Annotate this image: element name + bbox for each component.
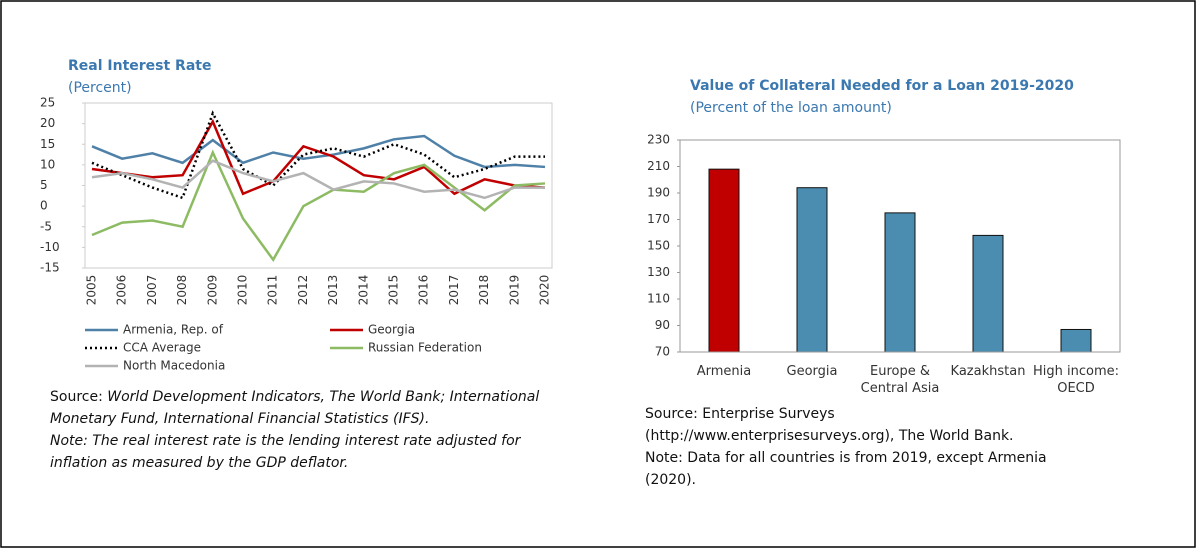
y-tick-label: -5 [40,219,52,233]
bar [1060,328,1092,353]
source-text: World Development Indicators, The World … [50,389,540,427]
source-line: Source: Enterprise Surveys [645,406,835,422]
y-tick-label: 90 [655,318,670,332]
x-tick-label: 2008 [175,275,189,306]
bar [708,168,740,353]
bar [884,212,916,353]
y-tick-label: 0 [40,199,48,213]
x-tick-label: Georgia [786,364,838,379]
source-line: (2020). [645,472,697,488]
y-tick-label: -10 [40,240,60,254]
x-tick-label: 2015 [387,275,401,306]
plot-frame [84,102,553,269]
x-tick-label: 2017 [447,275,461,306]
source-line: Note: Data for all countries is from 201… [645,450,1047,466]
y-tick-label: 110 [647,292,670,306]
x-tick-label: High income: OECD [1032,364,1119,396]
y-tick-label: 70 [655,345,670,359]
x-tick-label: 2018 [477,275,491,306]
legend-label: Armenia, Rep. of [123,323,224,337]
note: Note: The real interest rate is the lend… [50,433,521,471]
x-tick-label: Armenia [696,364,752,379]
legend-label: Georgia [368,323,415,337]
x-tick-label: 2010 [236,275,250,306]
x-tick-label: 2012 [296,275,310,306]
y-tick-label: 10 [40,157,55,171]
y-tick-label: 190 [647,186,670,200]
y-tick-label: 170 [647,212,670,226]
series-line [91,118,546,196]
x-tick-label: 2014 [356,275,370,306]
x-tick-label: 2019 [507,275,521,306]
y-tick-label: 210 [647,159,670,173]
x-tick-label: 2007 [145,275,159,306]
x-tick-label: 2011 [266,275,280,306]
y-tick-label: -15 [40,261,60,275]
x-tick-label: Kazakhstan [950,364,1026,379]
chart-title: Real Interest Rate [68,58,211,74]
x-tick-label: 2009 [205,275,219,306]
series-line [91,159,545,200]
source-label: Source: [50,389,103,405]
x-tick-label: 2005 [85,275,99,306]
x-tick-label: 2016 [417,275,431,306]
y-tick-label: 230 [647,133,670,147]
x-tick-label: 2013 [326,275,340,306]
bar [972,234,1004,353]
x-tick-label: 2006 [115,275,129,306]
legend-label: CCA Average [123,341,201,355]
y-tick-label: 150 [647,239,670,253]
x-tick-label: 2020 [538,275,552,306]
x-tick-label: Europe & Central Asia [860,364,940,396]
chart-title: Value of Collateral Needed for a Loan 20… [690,78,1074,94]
series-line [91,134,546,169]
y-tick-label: 5 [40,178,48,192]
chart-subtitle: (Percent) [68,80,132,96]
legend-label: Russian Federation [368,341,482,355]
source: Source: Enterprise Surveys (http://www.en… [645,403,1175,491]
plot-frame [679,139,1121,353]
y-tick-label: 130 [647,265,670,279]
chart-subtitle: (Percent of the loan amount) [690,100,892,116]
y-tick-label: 20 [40,116,55,130]
y-tick-label: 25 [40,96,55,110]
source: Source: World Development Indicators, Th… [50,386,570,474]
series-line [91,110,545,200]
source-line: (http://www.enterprisesurveys.org), The … [645,428,1014,444]
bar [796,187,828,353]
y-tick-label: 15 [40,137,55,151]
series-line [91,149,546,263]
legend-label: North Macedonia [123,359,225,373]
